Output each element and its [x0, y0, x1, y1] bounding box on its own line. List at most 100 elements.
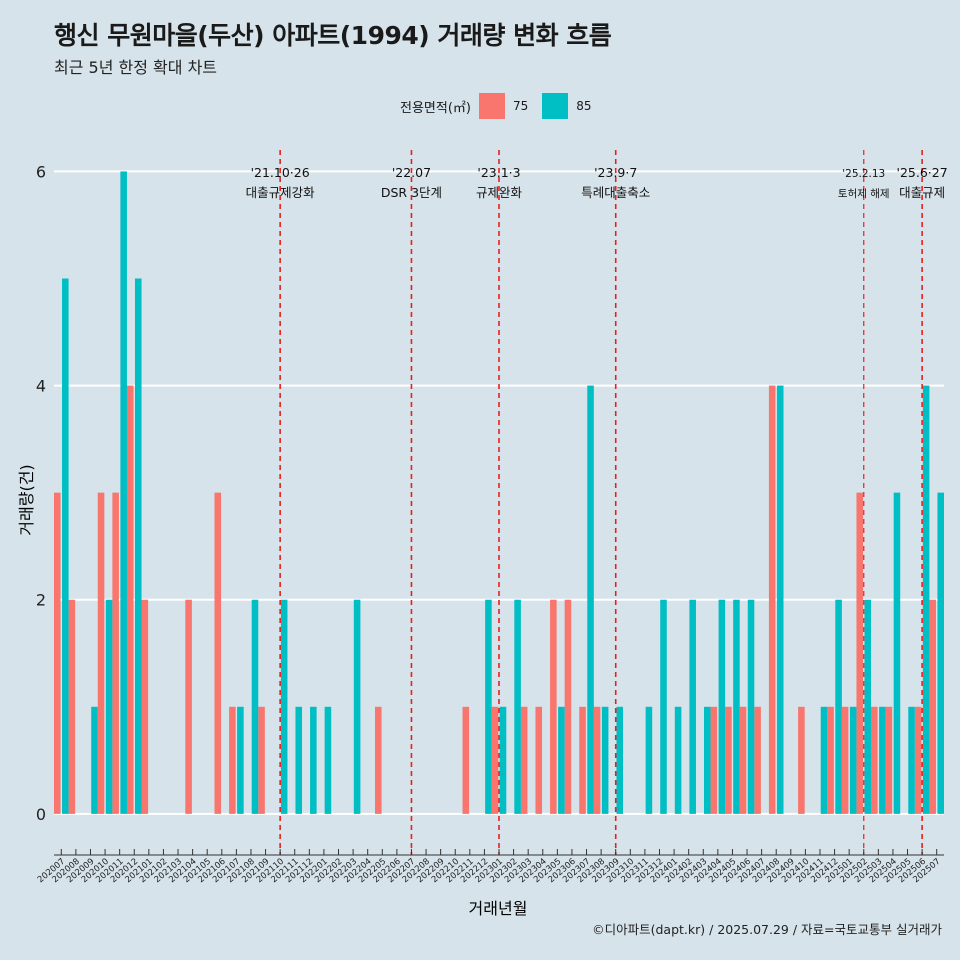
bar-75-202412	[827, 706, 834, 814]
legend-label-75: 75	[512, 99, 529, 113]
bar-85-202312	[660, 599, 667, 814]
y-tick-label: 0	[36, 805, 46, 824]
bar-75-202507	[929, 599, 936, 814]
x-axis-label: 거래년월	[469, 899, 528, 918]
bar-75-202504	[885, 706, 893, 814]
bar-75-202007	[54, 492, 61, 814]
y-tick-label: 2	[36, 591, 46, 610]
bar-85-202408	[776, 385, 784, 814]
bar-75-202012	[126, 385, 134, 814]
annotation-date: '23.9·7	[594, 165, 637, 180]
bar-85-202404	[718, 599, 726, 814]
annotation-lines	[279, 150, 923, 855]
legend-key-75	[478, 93, 505, 119]
bar-85-202110	[280, 599, 288, 814]
annotation-date: '25.2.13	[842, 168, 885, 180]
annotation-label: 대출규제강화	[246, 185, 316, 200]
bar-85-202405	[733, 599, 740, 814]
bar-75-202305	[550, 599, 557, 814]
bar-75-202502	[856, 492, 864, 814]
bar-75-202503	[871, 706, 878, 814]
bar-85-202302	[514, 599, 521, 814]
bar-85-202403	[703, 706, 711, 814]
bar-75-202307	[579, 706, 586, 814]
bar-85-202108	[251, 599, 259, 814]
bar-75-202308	[593, 706, 601, 814]
bar-75-202404	[710, 706, 718, 814]
bar-85-202411	[820, 706, 828, 814]
bars	[54, 171, 944, 814]
bar-85-202506	[922, 385, 930, 814]
annotation-date: '21.10·26	[251, 165, 310, 180]
bar-75-202501	[841, 706, 849, 814]
legend: 전용면적(㎡) 75 85	[400, 93, 606, 119]
bar-85-202203	[353, 599, 361, 814]
y-tick-label: 6	[36, 162, 46, 181]
bar-85-202308	[601, 706, 609, 814]
bar-85-202111	[295, 706, 303, 814]
bar-75-202506	[914, 706, 922, 814]
bar-85-202504	[893, 492, 901, 814]
legend-key-85	[542, 93, 569, 119]
chart-subtitle: 최근 5년 한정 확대 차트	[54, 58, 218, 77]
bar-75-202107	[229, 706, 236, 814]
bar-85-202507	[937, 492, 944, 814]
bar-85-202212	[485, 599, 492, 814]
bar-75-202301	[491, 706, 499, 814]
y-tick-label: 4	[36, 377, 46, 396]
bar-85-202402	[689, 599, 696, 814]
bar-75-202008	[68, 599, 76, 814]
bar-75-202104	[185, 599, 192, 814]
annotation-labels: '21.10·26 대출규제강화 '22.07 DSR 3단계 '23.1·3 규제완화 '…	[246, 165, 948, 200]
bar-85-202012	[134, 278, 142, 814]
bar-75-202106	[214, 492, 222, 814]
bar-75-202011	[112, 492, 119, 814]
source-caption: ©디아파트(dapt.kr) / 2025.07.29 / 자료=국토교통부 실…	[592, 922, 942, 937]
bar-75-202303	[520, 706, 528, 814]
bar-85-202503	[879, 706, 886, 814]
bar-85-202201	[324, 706, 332, 814]
bar-75-202408	[768, 385, 776, 814]
x-axis: 2020072020082020092020102020112020122021…	[36, 849, 944, 885]
bar-75-202101	[141, 599, 149, 814]
legend-label-85: 85	[576, 99, 592, 113]
annotation-label: 대출규제	[899, 185, 945, 200]
bar-85-202406	[747, 599, 755, 814]
bar-85-202301	[499, 706, 507, 814]
bar-85-202311	[645, 706, 653, 814]
bar-75-202405	[725, 706, 732, 814]
bar-85-202011	[120, 171, 127, 814]
bar-75-202407	[754, 706, 761, 814]
bar-85-202009	[91, 706, 98, 814]
bar-75-202010	[97, 492, 105, 814]
bar-85-202309	[616, 706, 624, 814]
bar-75-202109	[258, 706, 265, 814]
bar-75-202205	[374, 706, 382, 814]
y-axis: 0 2 4 6	[36, 162, 46, 823]
y-axis-label: 거래량(건)	[17, 464, 36, 535]
bar-75-202406	[739, 706, 747, 814]
bar-85-202007	[62, 278, 69, 814]
annotation-label: 규제완화	[476, 185, 523, 200]
bar-85-202502	[864, 599, 872, 814]
annotation-label: 특례대출축소	[581, 185, 650, 200]
bar-85-202107	[237, 706, 244, 814]
bar-85-202505	[908, 706, 915, 814]
bar-75-202306	[564, 599, 572, 814]
bar-75-202304	[535, 706, 543, 814]
bar-75-202211	[462, 706, 470, 814]
bar-85-202010	[105, 599, 113, 814]
annotation-date: '25.6·27	[897, 165, 948, 180]
bar-85-202305	[558, 706, 565, 814]
annotation-label: 토허제 해제	[838, 187, 890, 200]
annotation-date: '23.1·3	[477, 165, 520, 180]
bar-85-202307	[587, 385, 594, 814]
bar-85-202412	[835, 599, 842, 814]
legend-title: 전용면적(㎡)	[400, 100, 471, 116]
bar-85-202401	[674, 706, 682, 814]
chart-title: 행신 무원마을(두산) 아파트(1994) 거래량 변화 흐름	[54, 21, 612, 50]
bar-75-202410	[798, 706, 805, 814]
annotation-label: DSR 3단계	[381, 185, 442, 200]
bar-85-202112	[310, 706, 317, 814]
